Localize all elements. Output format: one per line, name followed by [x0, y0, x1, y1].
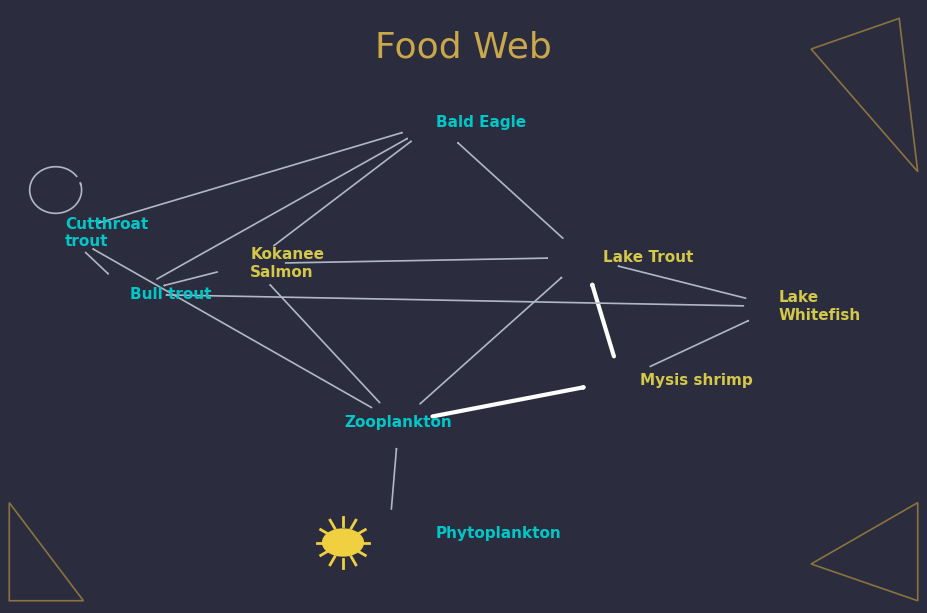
Text: Mysis shrimp: Mysis shrimp — [640, 373, 753, 387]
Text: Bull trout: Bull trout — [130, 287, 211, 302]
Text: Lake
Whitefish: Lake Whitefish — [779, 291, 861, 322]
Text: Bald Eagle: Bald Eagle — [436, 115, 526, 130]
Text: Zooplankton: Zooplankton — [345, 416, 452, 430]
Text: Kokanee
Salmon: Kokanee Salmon — [250, 248, 324, 280]
Text: Food Web: Food Web — [375, 31, 552, 64]
Text: Phytoplankton: Phytoplankton — [436, 526, 562, 541]
Circle shape — [323, 529, 363, 556]
Text: Lake Trout: Lake Trout — [603, 250, 692, 265]
Text: Cutthroat
trout: Cutthroat trout — [65, 217, 148, 249]
